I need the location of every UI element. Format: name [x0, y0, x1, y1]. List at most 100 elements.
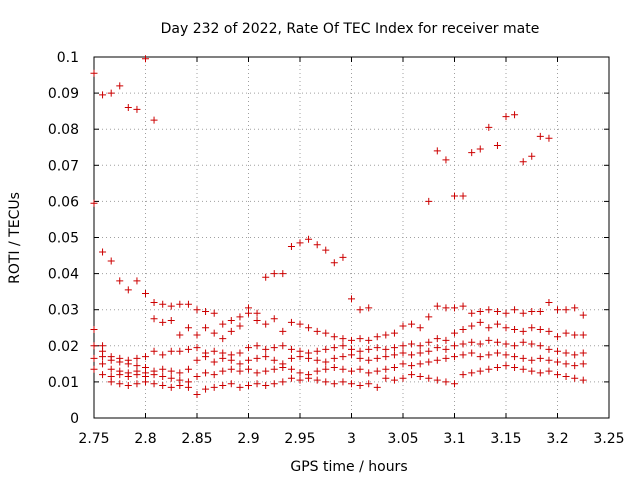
data-point — [502, 113, 510, 121]
data-point — [528, 308, 536, 316]
y-tick-label: 0.02 — [48, 339, 79, 355]
data-point — [296, 369, 304, 377]
data-point — [425, 358, 433, 366]
data-point — [442, 156, 450, 164]
data-point — [356, 306, 364, 314]
data-point — [193, 391, 201, 399]
data-point — [545, 298, 553, 306]
data-point — [142, 55, 149, 63]
data-point — [313, 347, 321, 355]
data-point — [90, 326, 98, 334]
data-point — [193, 331, 201, 339]
x-tick-label: 3.2 — [546, 431, 568, 447]
data-point — [107, 257, 115, 265]
data-point — [399, 349, 407, 357]
data-point — [365, 304, 373, 312]
data-point — [262, 367, 270, 375]
data-point — [571, 362, 579, 370]
x-axis-label: GPS time / hours — [290, 459, 407, 475]
x-tick-label: 2.8 — [134, 431, 156, 447]
y-tick-label: 0.09 — [48, 86, 79, 102]
data-point — [562, 372, 570, 380]
data-point — [159, 372, 167, 380]
data-point — [236, 383, 244, 391]
data-point — [571, 304, 579, 312]
data-point — [356, 382, 364, 390]
data-point — [133, 105, 141, 113]
data-point — [356, 347, 364, 355]
data-point — [210, 383, 218, 391]
y-tick-label: 0.04 — [48, 267, 79, 283]
data-point — [451, 329, 458, 337]
y-tick-label: 0.08 — [48, 122, 79, 138]
data-point — [554, 306, 561, 314]
data-point — [365, 336, 373, 344]
data-point — [296, 353, 304, 361]
data-point — [493, 141, 501, 149]
data-point — [296, 376, 304, 384]
grid-lines — [94, 57, 609, 418]
data-point — [210, 347, 218, 355]
data-point — [528, 152, 536, 160]
data-point — [313, 327, 321, 335]
data-point — [528, 356, 536, 364]
x-tick-label: 2.75 — [78, 431, 109, 447]
data-point — [262, 320, 270, 328]
data-point — [296, 320, 304, 328]
data-point — [287, 345, 295, 353]
data-point — [270, 380, 278, 388]
data-point — [176, 347, 184, 355]
data-point — [107, 89, 115, 97]
y-tick-label: 0.01 — [48, 375, 79, 391]
data-point — [554, 333, 561, 341]
data-point — [279, 363, 287, 371]
data-point — [287, 354, 295, 362]
data-point — [133, 277, 141, 285]
x-tick-label: 3.05 — [387, 431, 418, 447]
data-point — [562, 349, 570, 357]
data-point — [502, 324, 510, 332]
data-point — [571, 374, 579, 382]
data-point — [485, 306, 493, 314]
data-point — [408, 340, 416, 348]
data-point — [133, 371, 141, 379]
data-point — [365, 345, 373, 353]
data-point — [184, 383, 192, 391]
x-tick-labels: 2.75 2.8 2.85 2.9 2.95 3 3.05 3.1 3.15 3.2 3.25 — [78, 431, 624, 447]
data-point — [330, 259, 338, 267]
data-point — [116, 380, 124, 388]
data-point — [313, 241, 321, 249]
data-point — [442, 354, 450, 362]
data-point — [451, 353, 458, 361]
data-point — [459, 302, 467, 310]
data-point — [451, 192, 458, 200]
data-point — [399, 322, 407, 330]
data-point — [408, 351, 416, 359]
data-point — [433, 376, 441, 384]
data-point — [193, 306, 201, 314]
data-point — [459, 192, 467, 200]
data-point — [425, 347, 433, 355]
data-point — [270, 270, 278, 278]
data-point — [245, 365, 252, 373]
data-point — [150, 371, 158, 379]
data-point — [305, 235, 313, 243]
data-point — [511, 326, 519, 334]
data-point — [167, 317, 175, 325]
data-point — [124, 382, 132, 390]
data-point — [99, 360, 107, 368]
data-point — [150, 380, 158, 388]
data-point — [416, 324, 424, 332]
data-point — [124, 360, 132, 368]
data-point — [245, 309, 252, 317]
data-point — [468, 309, 476, 317]
data-point — [124, 104, 132, 112]
x-tick-label: 3.15 — [490, 431, 521, 447]
data-point — [519, 365, 527, 373]
data-point — [236, 349, 244, 357]
data-point — [287, 318, 295, 326]
data-point — [416, 360, 424, 368]
data-point — [579, 331, 587, 339]
data-point — [545, 327, 553, 335]
